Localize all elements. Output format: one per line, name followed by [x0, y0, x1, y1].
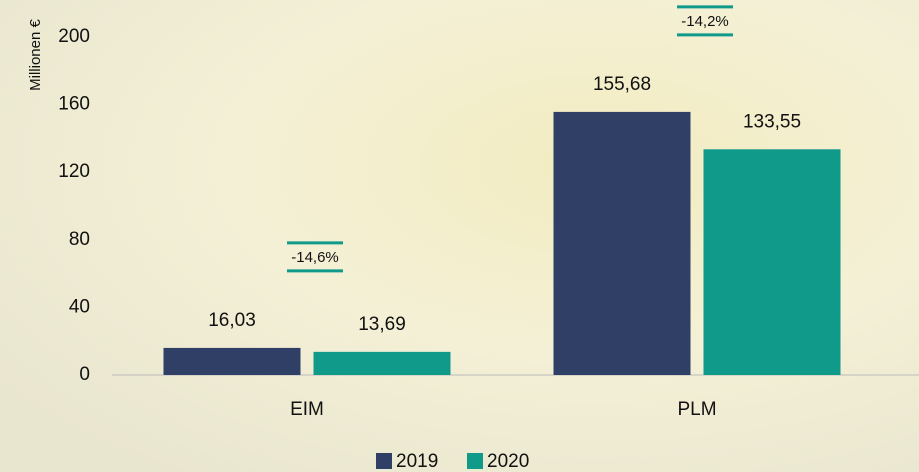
y-tick-label: 200 — [58, 26, 90, 47]
legend-label: 2019 — [396, 451, 438, 472]
bar — [164, 348, 301, 375]
y-tick-label: 40 — [69, 296, 90, 317]
page: {"chart_data": {"type": "bar", "y_label"… — [0, 0, 919, 472]
value-label: 16,03 — [208, 310, 256, 331]
legend-swatch — [467, 453, 483, 469]
bar — [314, 352, 451, 375]
legend-swatch — [376, 453, 392, 469]
annotation: -14,2% — [681, 13, 729, 30]
legend-label: 2020 — [487, 451, 529, 472]
y-tick-label: 120 — [58, 161, 90, 182]
y-tick-label: 80 — [69, 229, 90, 250]
value-label: 13,69 — [358, 314, 406, 335]
value-label: 133,55 — [743, 111, 801, 132]
x-tick-label: PLM — [677, 399, 716, 420]
annotation: -14,6% — [291, 249, 339, 266]
bar — [704, 149, 841, 375]
chart: Millionen € 0 40 80 120 160 200 EIM 16,03 13,69 -… — [0, 0, 919, 472]
y-tick-label: 0 — [79, 364, 90, 385]
y-axis-label: Millionen € — [27, 18, 44, 90]
x-tick-label: EIM — [290, 399, 324, 420]
bar — [554, 112, 691, 375]
y-tick-label: 160 — [58, 94, 90, 115]
value-label: 155,68 — [593, 74, 651, 95]
